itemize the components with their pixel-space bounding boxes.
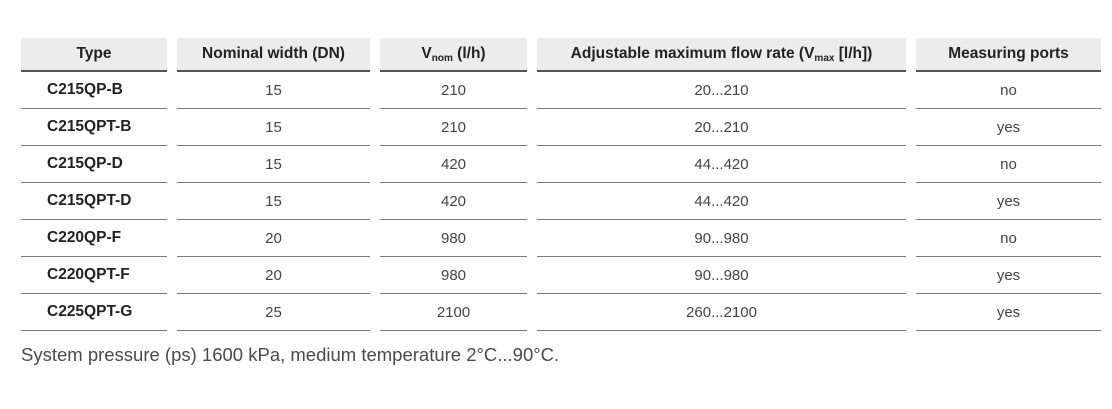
cell-type: C215QP-B <box>21 72 167 109</box>
table-row: C215QP-B 15 210 20...210 no <box>21 72 1101 109</box>
header-measuring-ports: Measuring ports <box>916 38 1101 72</box>
cell-vnom: 420 <box>380 146 527 183</box>
footnote: System pressure (ps) 1600 kPa, medium te… <box>21 344 560 365</box>
header-vmax-label: Adjustable maximum flow rate (Vmax [l/h]… <box>570 44 873 64</box>
header-vmax: Adjustable maximum flow rate (Vmax [l/h]… <box>537 38 906 72</box>
cell-nominal-width: 25 <box>177 294 370 331</box>
cell-type: C215QP-D <box>21 146 167 183</box>
header-type-label: Type <box>76 45 112 62</box>
cell-nominal-width: 15 <box>177 183 370 220</box>
product-table: Type Nominal width (DN) Vnom (l/h) Adjus… <box>21 38 1101 331</box>
table-header-row: Type Nominal width (DN) Vnom (l/h) Adjus… <box>21 38 1101 72</box>
table-row: C215QPT-B 15 210 20...210 yes <box>21 109 1101 146</box>
header-nominal-width-label: Nominal width (DN) <box>202 45 345 62</box>
cell-vnom: 2100 <box>380 294 527 331</box>
header-type: Type <box>21 38 167 72</box>
cell-type: C220QPT-F <box>21 257 167 294</box>
table-row: C220QP-F 20 980 90...980 no <box>21 220 1101 257</box>
cell-nominal-width: 20 <box>177 220 370 257</box>
cell-vmax: 44...420 <box>537 146 906 183</box>
cell-vmax: 44...420 <box>537 183 906 220</box>
cell-vmax: 90...980 <box>537 220 906 257</box>
cell-vnom: 980 <box>380 220 527 257</box>
cell-type: C225QPT-G <box>21 294 167 331</box>
cell-nominal-width: 15 <box>177 72 370 109</box>
cell-measuring-ports: yes <box>916 294 1101 331</box>
cell-vnom: 210 <box>380 109 527 146</box>
cell-vmax: 20...210 <box>537 109 906 146</box>
cell-vnom: 420 <box>380 183 527 220</box>
table-body: C215QP-B 15 210 20...210 no C215QPT-B 15 210 20.… <box>21 72 1101 331</box>
table-row: C215QP-D 15 420 44...420 no <box>21 146 1101 183</box>
table-row: C220QPT-F 20 980 90...980 yes <box>21 257 1101 294</box>
cell-measuring-ports: no <box>916 146 1101 183</box>
header-vnom-label: Vnom (l/h) <box>421 44 486 64</box>
cell-nominal-width: 15 <box>177 109 370 146</box>
cell-measuring-ports: yes <box>916 109 1101 146</box>
cell-measuring-ports: no <box>916 72 1101 109</box>
header-vnom: Vnom (l/h) <box>380 38 527 72</box>
cell-nominal-width: 15 <box>177 146 370 183</box>
cell-type: C220QP-F <box>21 220 167 257</box>
cell-type: C215QPT-B <box>21 109 167 146</box>
cell-measuring-ports: yes <box>916 257 1101 294</box>
cell-vmax: 90...980 <box>537 257 906 294</box>
cell-vmax: 260...2100 <box>537 294 906 331</box>
cell-vnom: 980 <box>380 257 527 294</box>
cell-measuring-ports: no <box>916 220 1101 257</box>
cell-nominal-width: 20 <box>177 257 370 294</box>
header-nominal-width: Nominal width (DN) <box>177 38 370 72</box>
header-measuring-ports-label: Measuring ports <box>948 45 1069 62</box>
cell-vmax: 20...210 <box>537 72 906 109</box>
table-row: C215QPT-D 15 420 44...420 yes <box>21 183 1101 220</box>
table-row: C225QPT-G 25 2100 260...2100 yes <box>21 294 1101 331</box>
cell-measuring-ports: yes <box>916 183 1101 220</box>
cell-vnom: 210 <box>380 72 527 109</box>
cell-type: C215QPT-D <box>21 183 167 220</box>
